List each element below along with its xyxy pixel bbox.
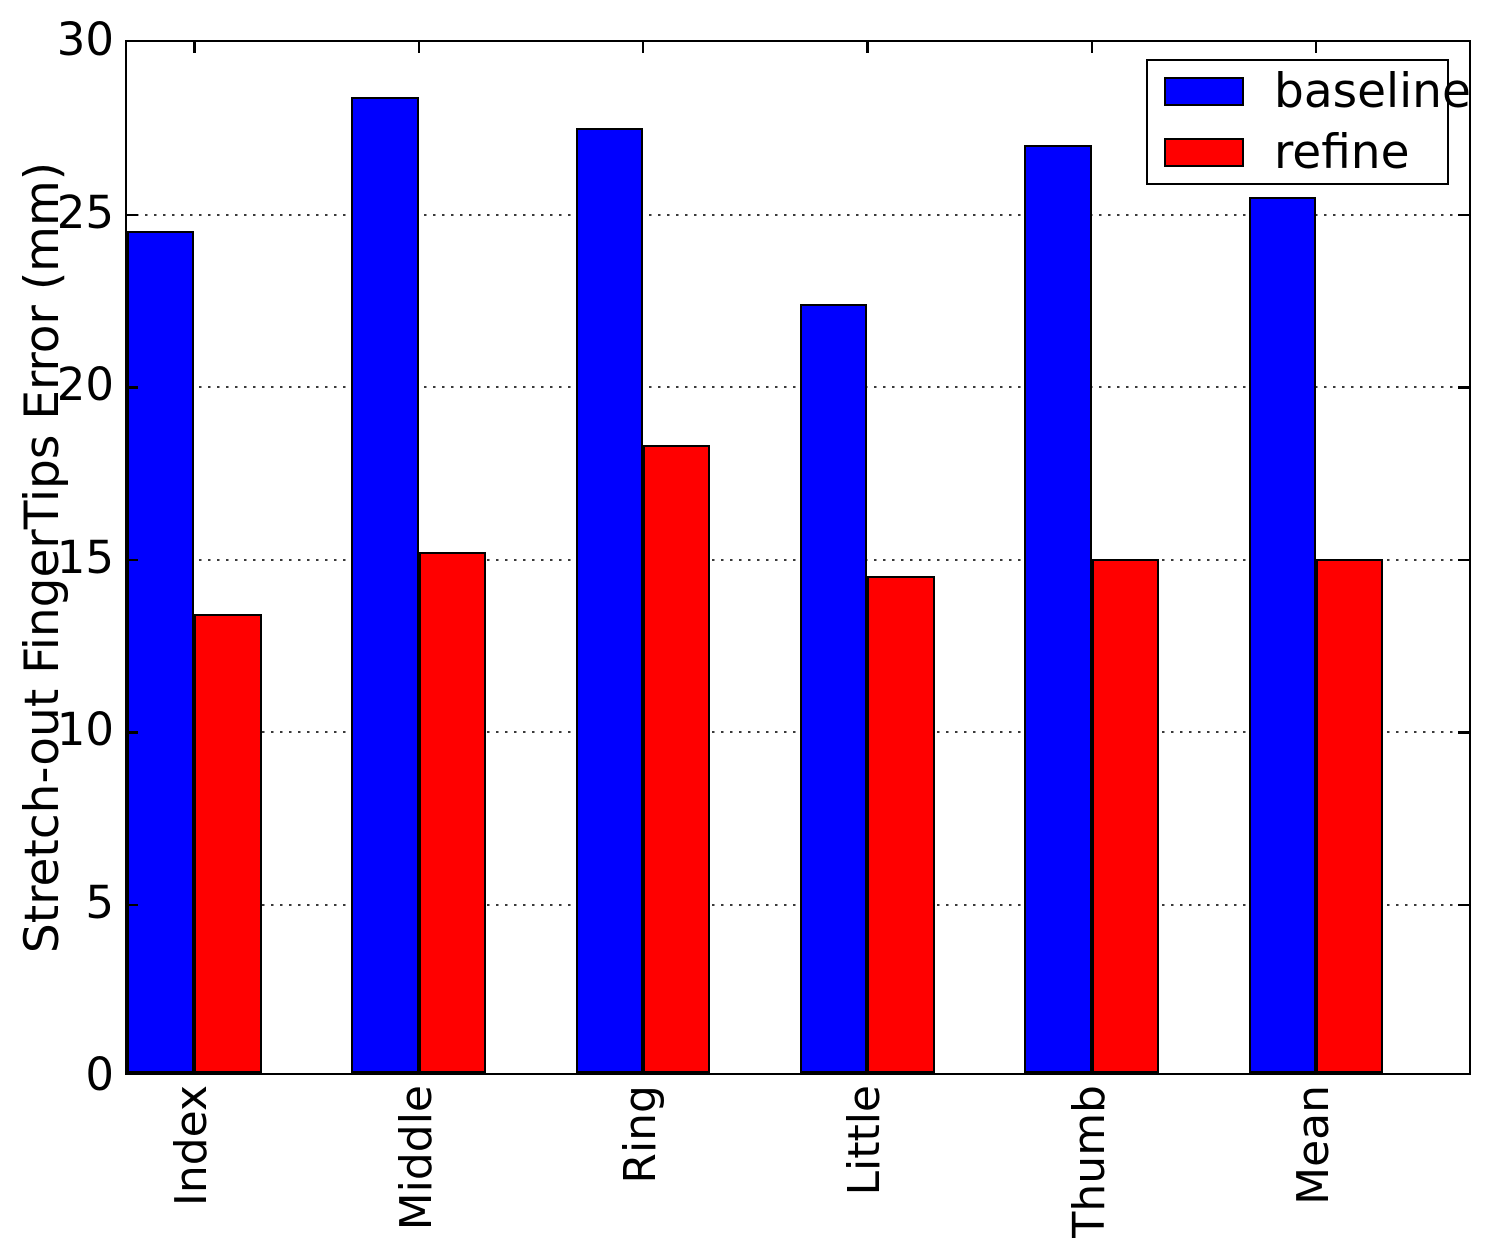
gridline-y-10 bbox=[127, 731, 1469, 733]
bar-refine-index bbox=[194, 614, 262, 1073]
x-tick-mark-top-thumb bbox=[1090, 42, 1094, 53]
y-tick-mark-left-5 bbox=[127, 903, 138, 906]
y-tick-label-20: 20 bbox=[56, 358, 114, 411]
y-tick-mark-left-20 bbox=[127, 386, 138, 389]
gridline-y-5 bbox=[127, 903, 1469, 906]
legend-item-baseline: baseline bbox=[1164, 68, 1471, 115]
legend-item-refine: refine bbox=[1164, 129, 1447, 176]
y-tick-mark-right-10 bbox=[1458, 731, 1469, 734]
gridline-y-15 bbox=[127, 558, 1469, 561]
y-tick-label-10: 10 bbox=[56, 703, 114, 756]
bar-baseline-ring bbox=[575, 127, 643, 1073]
y-tick-mark-right-15 bbox=[1458, 558, 1469, 561]
y-tick-label-0: 0 bbox=[85, 1048, 114, 1101]
y-tick-label-30: 30 bbox=[56, 13, 114, 66]
legend: baseline refine bbox=[1146, 59, 1471, 185]
gridline-y-25 bbox=[127, 213, 1469, 216]
bar-refine-little bbox=[867, 576, 935, 1073]
gridline-y-20 bbox=[127, 386, 1469, 388]
y-tick-label-15: 15 bbox=[56, 530, 114, 584]
legend-swatch-refine bbox=[1164, 138, 1244, 167]
x-tick-mark-top-index bbox=[193, 42, 196, 53]
y-tick-label-5: 5 bbox=[85, 875, 114, 929]
x-tick-mark-top-ring bbox=[641, 42, 645, 53]
bar-baseline-middle bbox=[351, 96, 419, 1073]
bar-baseline-thumb bbox=[1024, 144, 1092, 1073]
x-tick-label-ring: Ring bbox=[614, 1085, 666, 1184]
y-tick-mark-right-5 bbox=[1458, 903, 1469, 906]
legend-label-refine: refine bbox=[1274, 125, 1410, 180]
x-tick-label-index: Index bbox=[166, 1085, 218, 1207]
x-tick-label-mean: Mean bbox=[1287, 1085, 1339, 1205]
y-tick-label-25: 25 bbox=[56, 185, 114, 239]
x-tick-mark-top-mean bbox=[1314, 42, 1318, 53]
x-tick-mark-top-middle bbox=[417, 42, 421, 53]
legend-swatch-baseline bbox=[1164, 77, 1244, 106]
y-tick-mark-left-15 bbox=[127, 558, 138, 561]
y-tick-mark-left-25 bbox=[127, 213, 138, 216]
bar-baseline-mean bbox=[1248, 196, 1316, 1073]
bar-refine-mean bbox=[1315, 558, 1384, 1073]
x-tick-label-thumb: Thumb bbox=[1063, 1085, 1115, 1238]
y-tick-mark-right-25 bbox=[1458, 213, 1469, 216]
bar-baseline-index bbox=[127, 231, 195, 1073]
x-tick-label-middle: Middle bbox=[390, 1085, 442, 1231]
bar-baseline-little bbox=[800, 303, 868, 1073]
y-tick-mark-right-20 bbox=[1458, 386, 1469, 389]
legend-label-baseline: baseline bbox=[1274, 64, 1471, 119]
x-tick-mark-top-little bbox=[866, 42, 869, 53]
x-tick-label-little: Little bbox=[839, 1085, 891, 1196]
plot-area bbox=[125, 40, 1471, 1075]
bar-refine-thumb bbox=[1091, 558, 1159, 1073]
bar-refine-middle bbox=[418, 552, 486, 1073]
bar-refine-ring bbox=[642, 445, 711, 1073]
y-tick-mark-left-10 bbox=[127, 731, 138, 734]
